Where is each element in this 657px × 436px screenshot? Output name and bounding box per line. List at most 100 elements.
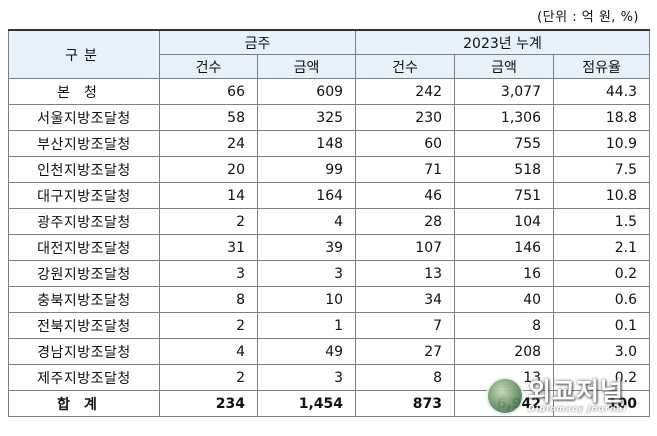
share: 18.8: [553, 104, 651, 131]
share: 3.0: [553, 338, 651, 365]
table-row: 서울지방조달청 58 325 230 1,306 18.8: [8, 104, 651, 131]
share: 1.5: [553, 208, 651, 235]
cum-amount: 518: [454, 156, 555, 183]
week-amount: 10: [256, 286, 357, 313]
row-name: 광주지방조달청: [8, 208, 160, 235]
week-amount: 148: [256, 130, 357, 157]
cum-count: 71: [355, 156, 456, 183]
share: 0.1: [553, 312, 651, 339]
week-amount: 609: [256, 78, 357, 105]
table-row: 인천지방조달청 20 99 71 518 7.5: [8, 156, 651, 183]
header-week-amount: 금액: [256, 54, 357, 79]
week-amount: 39: [256, 234, 357, 261]
week-amount: 164: [256, 182, 357, 209]
cum-count: 28: [355, 208, 456, 235]
cum-amount: 16: [454, 260, 555, 287]
row-name: 부산지방조달청: [8, 130, 160, 157]
row-name: 본청: [8, 78, 160, 105]
header-cum-count: 건수: [355, 54, 456, 79]
table-body: 본청 66 609 242 3,077 44.3 서울지방조달청 58 325 …: [8, 78, 651, 417]
table-row: 대구지방조달청 14 164 46 751 10.8: [8, 182, 651, 209]
row-name: 서울지방조달청: [8, 104, 160, 131]
cum-count: 242: [355, 78, 456, 105]
week-count: 2: [159, 364, 258, 391]
procurement-table: 구분 금주 2023년 누계 건수 금액 건수 금액 점유율 본청 66 609…: [8, 29, 651, 417]
table-row: 본청 66 609 242 3,077 44.3: [8, 78, 651, 105]
row-name: 강원지방조달청: [8, 260, 160, 287]
total-share: 100: [553, 390, 651, 417]
cum-count: 7: [355, 312, 456, 339]
week-amount: 3: [256, 260, 357, 287]
watermark-subtitle: Diplomacy Journal: [528, 404, 627, 413]
cum-amount: 755: [454, 130, 555, 157]
header-row-1: 구분 금주 2023년 누계: [8, 29, 651, 79]
cum-amount: 104: [454, 208, 555, 235]
week-count: 2: [159, 312, 258, 339]
cum-amount: 8: [454, 312, 555, 339]
row-name: 충북지방조달청: [8, 286, 160, 313]
header-cum-amount: 금액: [454, 54, 555, 79]
header-share: 점유율: [553, 54, 651, 79]
cum-count: 107: [355, 234, 456, 261]
cum-count: 27: [355, 338, 456, 365]
table-row: 충북지방조달청 8 10 34 40 0.6: [8, 286, 651, 313]
week-amount: 4: [256, 208, 357, 235]
week-count: 8: [159, 286, 258, 313]
watermark-title: 외교저널: [528, 377, 625, 406]
total-row: 합계 234 1,454 873 6,942 100: [8, 390, 651, 417]
table-row: 전북지방조달청 2 1 7 8 0.1: [8, 312, 651, 339]
header-row-2: 건수 금액 건수 금액 점유율: [9, 54, 651, 79]
week-amount: 99: [256, 156, 357, 183]
share: 0.6: [553, 286, 651, 313]
cum-count: 13: [355, 260, 456, 287]
share: 0.2: [553, 260, 651, 287]
week-count: 4: [159, 338, 258, 365]
week-amount: 325: [256, 104, 357, 131]
cum-count: 60: [355, 130, 456, 157]
week-amount: 49: [256, 338, 357, 365]
header-this-week: 금주: [158, 29, 357, 55]
share: 2.1: [553, 234, 651, 261]
week-count: 24: [159, 130, 258, 157]
row-name: 경남지방조달청: [8, 338, 160, 365]
share: 10.9: [553, 130, 651, 157]
week-amount: 3: [256, 364, 357, 391]
cum-amount: 1,306: [454, 104, 555, 131]
row-name: 전북지방조달청: [8, 312, 160, 339]
cum-amount: 146: [454, 234, 555, 261]
header-gubun: 구분: [8, 29, 160, 79]
row-name: 제주지방조달청: [8, 364, 160, 391]
watermark-logo: 외교저널 Diplomacy Journal: [486, 372, 654, 420]
table-row: 강원지방조달청 3 3 13 16 0.2: [8, 260, 651, 287]
week-amount: 1: [256, 312, 357, 339]
globe-icon: [486, 377, 524, 415]
share: 0.2: [553, 364, 651, 391]
cum-amount: 208: [454, 338, 555, 365]
cum-count: 34: [355, 286, 456, 313]
header-cumulative: 2023년 누계: [355, 29, 651, 55]
week-count: 3: [159, 260, 258, 287]
row-name: 대구지방조달청: [8, 182, 160, 209]
row-name: 대전지방조달청: [8, 234, 160, 261]
total-cum-count: 873: [355, 390, 456, 417]
table-row: 대전지방조달청 31 39 107 146 2.1: [8, 234, 651, 261]
unit-note: (단위 : 억 원, %): [537, 10, 639, 25]
cum-count: 8: [355, 364, 456, 391]
cum-amount: 40: [454, 286, 555, 313]
total-week-count: 234: [159, 390, 258, 417]
table-row: 경남지방조달청 4 49 27 208 3.0: [8, 338, 651, 365]
week-count: 58: [159, 104, 258, 131]
cum-count: 46: [355, 182, 456, 209]
share: 7.5: [553, 156, 651, 183]
week-count: 66: [159, 78, 258, 105]
row-name: 인천지방조달청: [8, 156, 160, 183]
week-count: 31: [159, 234, 258, 261]
week-count: 14: [159, 182, 258, 209]
header-week-count: 건수: [159, 54, 258, 79]
cum-amount: 751: [454, 182, 555, 209]
cum-amount: 3,077: [454, 78, 555, 105]
share: 10.8: [553, 182, 651, 209]
week-count: 2: [159, 208, 258, 235]
table-row: 광주지방조달청 2 4 28 104 1.5: [8, 208, 651, 235]
week-count: 20: [159, 156, 258, 183]
